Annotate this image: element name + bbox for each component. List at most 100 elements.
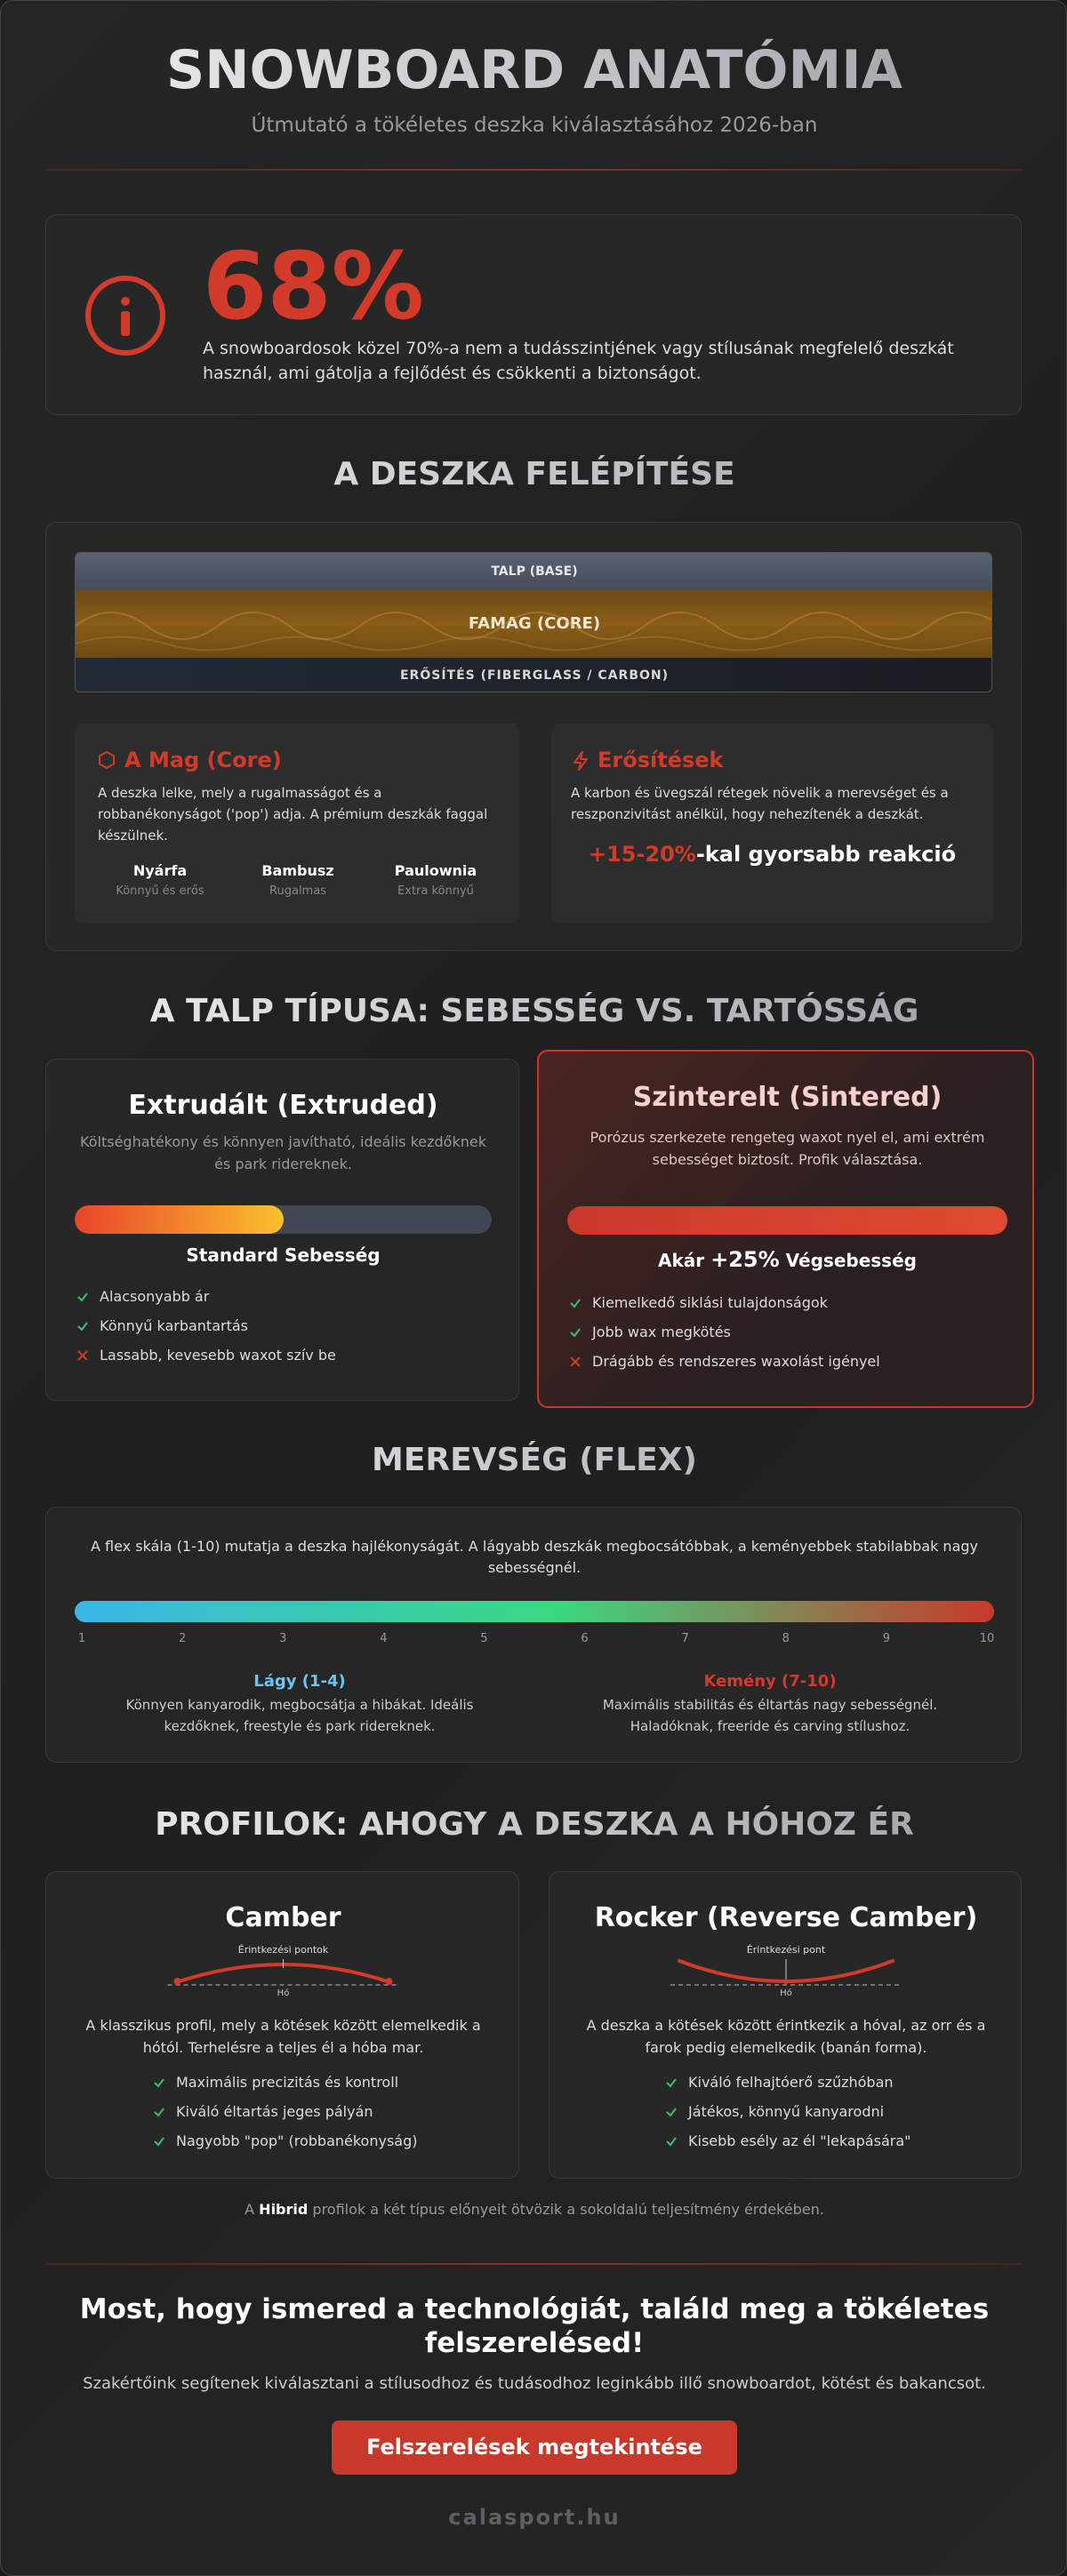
feature-text: Kisebb esély az él "lekapására" <box>688 2132 911 2149</box>
feature-text: Nagyobb "pop" (robbanékonyság) <box>176 2132 418 2149</box>
wood-name: Bambusz <box>261 862 334 879</box>
hybrid-word: Hibrid <box>259 2201 309 2218</box>
layer-base: TALP (BASE) <box>76 553 991 590</box>
check-icon <box>77 1292 88 1302</box>
feature-item: Játékos, könnyű kanyarodni <box>665 2097 1005 2126</box>
construction-card: TALP (BASE) FAMAG (CORE) ERŐSÍTÉS (FIBER… <box>45 522 1022 951</box>
profile-card: Rocker (Reverse Camber) Érintkezési pont H… <box>549 1871 1022 2179</box>
check-icon <box>77 1321 88 1332</box>
scale-label: 6 <box>581 1632 589 1645</box>
feature-item: Drágább és rendszeres waxolást igényel <box>569 1347 1013 1376</box>
page-title: SNOWBOARD ANATÓMIA <box>1 36 1067 104</box>
hybrid-lead: A <box>245 2201 255 2218</box>
flex-scale: 1 2 3 4 5 6 7 8 9 10 <box>75 1630 994 1648</box>
feature-text: Kiváló felhajtóerő szűzhóban <box>688 2074 894 2091</box>
scale-label: 8 <box>782 1632 790 1645</box>
cta-text: Szakértőink segítenek kiválasztani a stí… <box>83 2374 986 2393</box>
subtitle: Útmutató a tökéletes deszka kiválasztásá… <box>251 114 818 137</box>
flex-card: A flex skála (1-10) mutatja a deszka haj… <box>45 1507 1022 1763</box>
section-title: A DESZKA FELÉPÍTÉSE <box>1 455 1067 494</box>
feature-list: Maximális precizitás és kontroll Kiváló é… <box>153 2068 493 2156</box>
feature-text: Alacsonyabb ár <box>100 1288 210 1305</box>
snow-label: Hó <box>277 1988 290 1998</box>
scale-label: 7 <box>681 1632 689 1645</box>
speed-track <box>567 1206 1007 1235</box>
wood: Nyárfa Könnyű és erős <box>98 860 222 901</box>
wood: Bambusz Rugalmas <box>236 860 360 901</box>
wood-name: Paulownia <box>394 862 477 879</box>
check-icon <box>570 1327 581 1338</box>
cta-button[interactable]: Felszerelések megtekintése <box>332 2420 737 2475</box>
speed-part: Akár <box>658 1250 705 1271</box>
profile-title: Rocker (Reverse Camber) <box>594 1902 978 1933</box>
layer-core: FAMAG (CORE) <box>76 590 991 658</box>
hard-text: Maximális stabilitás és éltartás nagy se… <box>602 1697 938 1734</box>
feature-item: Alacsonyabb ár <box>76 1282 497 1311</box>
core-title: A Mag (Core) <box>124 748 282 772</box>
check-icon <box>154 2077 164 2088</box>
highlight-text: -kal gyorsabb reakció <box>695 842 957 867</box>
reinforcement-highlight: +15-20%-kal gyorsabb reakció <box>551 839 993 869</box>
base-card-highlight: Szinterelt (Sintered) Porózus szerkezete … <box>537 1050 1034 1408</box>
reinforcement-title: Erősítések <box>598 748 724 772</box>
soft-title: Lágy (1-4) <box>253 1672 346 1691</box>
flex-text: A flex skála (1-10) mutatja a deszka haj… <box>91 1538 978 1576</box>
cross-icon <box>77 1349 88 1361</box>
reinforcement-text: A karbon és üvegszál rétegek növelik a m… <box>571 785 949 822</box>
profile-text: A deszka a kötések között érintkezik a h… <box>586 2017 986 2056</box>
speed-label: Standard Sebesség <box>46 1243 520 1268</box>
speed-track <box>75 1205 492 1234</box>
divider <box>45 2263 1022 2265</box>
wood-name: Nyárfa <box>132 862 188 879</box>
stat-card: 68% A snowboardosok közel 70%-a nem a tu… <box>45 214 1022 415</box>
scale-label: 3 <box>279 1632 287 1645</box>
check-icon <box>154 2136 164 2147</box>
base-title: Szinterelt (Sintered) <box>632 1082 943 1113</box>
feature-text: Játékos, könnyű kanyarodni <box>688 2103 885 2120</box>
feature-text: Maximális precizitás és kontroll <box>176 2074 399 2091</box>
layer-reinforcement: ERŐSÍTÉS (FIBERGLASS / CARBON) <box>76 658 991 692</box>
feature-item: Nagyobb "pop" (robbanékonyság) <box>153 2126 493 2156</box>
feature-text: Drágább és rendszeres waxolást igényel <box>592 1353 880 1370</box>
wood-note: Rugalmas <box>269 884 326 898</box>
check-icon <box>666 2136 677 2147</box>
feature-item: Kiváló éltartás jeges pályán <box>153 2097 493 2126</box>
hybrid-text: profilok a két típus előnyeit ötvözik a … <box>312 2201 824 2218</box>
snow-label: Hó <box>780 1988 792 1998</box>
profile-diagram <box>167 1959 399 1986</box>
cross-icon <box>570 1356 581 1367</box>
profile-title: Camber <box>225 1902 341 1933</box>
check-icon <box>666 2077 677 2088</box>
wood-list: Nyárfa Könnyű és erős Bambusz Rugalmas Paulo… <box>98 860 498 901</box>
section-title: MEREVSÉG (FLEX) <box>1 1441 1067 1480</box>
check-icon <box>570 1298 581 1308</box>
speed-fill <box>75 1205 284 1234</box>
scale-label: 9 <box>882 1632 891 1645</box>
feature-text: Kiemelkedő siklási tulajdonságok <box>592 1294 828 1311</box>
scale-label: 5 <box>480 1632 488 1645</box>
contact-label: Érintkezési pontok <box>237 1944 329 1956</box>
wood-note: Könnyű és erős <box>116 884 205 898</box>
base-title: Extrudált (Extruded) <box>128 1090 438 1121</box>
base-text: Költséghatékony és könnyen javítható, id… <box>80 1133 486 1172</box>
cta-title: Most, hogy ismered a technológiát, talál… <box>79 2293 990 2359</box>
stat-text: A snowboardosok közel 70%-a nem a tudáss… <box>203 339 954 383</box>
hybrid-note: A Hibrid profilok a két típus előnyeit ö… <box>1 2200 1067 2220</box>
speed-fill <box>567 1206 1007 1235</box>
feature-item: Lassabb, kevesebb waxot szív be <box>76 1340 497 1370</box>
check-icon <box>666 2107 677 2117</box>
divider <box>45 169 1022 171</box>
speed-part: Standard Sebesség <box>186 1244 381 1266</box>
profile-diagram <box>670 1959 902 1986</box>
feature-item: Kiemelkedő siklási tulajdonságok <box>569 1288 1013 1317</box>
reinforcement-box: Erősítések A karbon és üvegszál rétegek … <box>551 724 993 923</box>
wood-grain <box>76 612 991 652</box>
core-box: A Mag (Core) A deszka lelke, mely a ruga… <box>75 724 519 923</box>
wood: Paulownia Extra könnyű <box>373 860 498 901</box>
highlight-value: +15-20% <box>588 842 696 867</box>
footer-brand: calasport.hu <box>448 2505 621 2530</box>
feature-list: Alacsonyabb ár Könnyű karbantartás Lassabb… <box>76 1282 497 1370</box>
feature-item: Kisebb esély az él "lekapására" <box>665 2126 1005 2156</box>
